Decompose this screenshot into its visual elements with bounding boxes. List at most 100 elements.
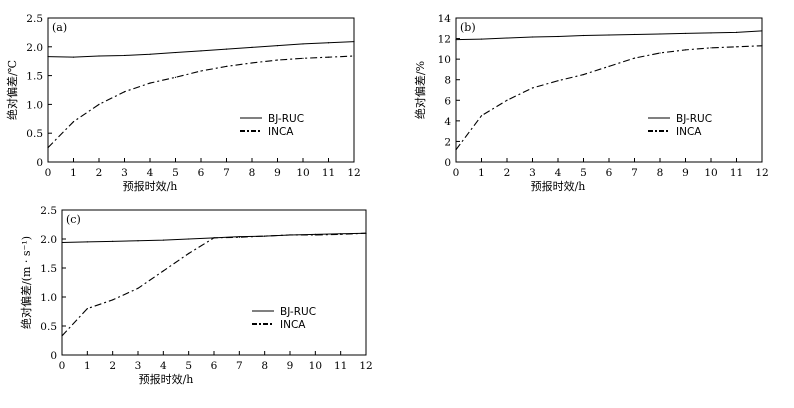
data-point-inca [314, 234, 316, 236]
data-point-inca [149, 82, 151, 84]
x-tick-label: 8 [261, 360, 268, 372]
x-tick-label: 8 [249, 167, 256, 179]
x-tick-label: 2 [96, 167, 103, 179]
x-tick-label: 12 [347, 167, 360, 179]
y-tick-label: 2.5 [40, 205, 57, 217]
y-axis-label: 绝对偏差/% [413, 61, 427, 119]
data-point-bj-ruc [86, 241, 88, 243]
data-point-bj-ruc [112, 240, 114, 242]
x-tick-label: 10 [296, 167, 309, 179]
data-point-inca [137, 287, 139, 289]
chart-panel-0: 0 1 2 3 4 5 6 7 8 9 10 11 1200.51.01.52.02.5(a)预报时效/… [5, 13, 361, 193]
legend-label-bj-ruc: BJ-RUC [268, 113, 304, 125]
chart-panel-1: 0 1 2 3 4 5 6 7 8 9 10 11 1202468101214(b)预报时效/h绝对偏差… [413, 13, 769, 193]
x-axis-label: 预报时效/h [123, 179, 178, 193]
data-point-inca [353, 55, 355, 57]
data-point-bj-ruc [506, 37, 508, 39]
panel-label: (b) [460, 21, 476, 34]
x-tick-label: 4 [555, 167, 562, 179]
data-point-bj-ruc [251, 46, 253, 48]
x-tick-label: 9 [287, 360, 294, 372]
data-point-inca [225, 65, 228, 67]
data-point-inca [47, 147, 49, 149]
data-point-bj-ruc [531, 36, 534, 38]
data-point-bj-ruc [98, 55, 100, 57]
data-point-bj-ruc [353, 41, 355, 43]
data-point-inca [302, 57, 304, 59]
data-point-inca [684, 49, 687, 51]
data-point-inca [582, 73, 585, 76]
data-point-bj-ruc [188, 238, 190, 240]
x-tick-label: 11 [730, 167, 743, 179]
data-point-inca [61, 335, 63, 337]
data-point-inca [276, 59, 279, 61]
y-tick-label: 2.0 [40, 234, 57, 246]
data-point-inca [557, 80, 559, 82]
data-point-inca [633, 57, 636, 59]
data-point-bj-ruc [327, 42, 330, 44]
data-point-inca [735, 46, 738, 48]
data-point-bj-ruc [200, 50, 202, 52]
data-point-inca [327, 56, 330, 58]
y-tick-label: 0 [444, 157, 451, 169]
data-point-inca [608, 65, 610, 67]
x-tick-label: 0 [45, 167, 52, 179]
x-tick-label: 0 [453, 167, 460, 179]
data-point-inca [480, 115, 483, 117]
x-tick-label: 3 [135, 360, 142, 372]
y-tick-label: 0.5 [40, 321, 57, 333]
data-point-bj-ruc [608, 34, 610, 36]
x-tick-label: 7 [223, 167, 230, 179]
data-point-inca [710, 47, 712, 49]
x-tick-label: 9 [274, 167, 281, 179]
data-point-inca [112, 299, 114, 301]
legend-label-inca: INCA [280, 319, 306, 331]
x-tick-label: 6 [606, 167, 613, 179]
data-point-inca [340, 233, 342, 235]
x-tick-label: 1 [84, 360, 91, 372]
data-point-bj-ruc [659, 33, 661, 35]
data-point-bj-ruc [582, 34, 585, 37]
data-point-inca [188, 252, 190, 255]
data-point-inca [251, 62, 253, 64]
data-point-bj-ruc [684, 32, 687, 35]
data-point-inca [238, 236, 240, 238]
data-point-inca [264, 235, 266, 237]
data-point-bj-ruc [735, 31, 738, 33]
data-point-bj-ruc [761, 30, 763, 32]
x-tick-label: 11 [334, 360, 347, 372]
x-tick-label: 12 [359, 360, 372, 372]
data-point-inca [289, 234, 291, 236]
data-point-bj-ruc [302, 43, 304, 45]
series-line-inca [47, 55, 355, 148]
plot-frame [455, 17, 763, 163]
x-tick-label: 7 [631, 167, 638, 179]
data-point-inca [174, 76, 177, 78]
data-point-bj-ruc [47, 55, 49, 58]
data-point-bj-ruc [137, 240, 139, 242]
x-tick-label: 5 [172, 167, 179, 179]
data-point-inca [162, 270, 164, 272]
data-point-inca [72, 121, 75, 123]
data-point-bj-ruc [455, 39, 457, 41]
data-point-inca [761, 45, 763, 47]
data-point-inca [531, 87, 534, 89]
y-axis-label: 绝对偏差/℃ [5, 60, 19, 120]
series-line-inca [61, 232, 367, 337]
data-point-inca [365, 232, 367, 234]
x-tick-label: 6 [198, 167, 205, 179]
data-point-bj-ruc [480, 38, 483, 40]
data-point-inca [123, 91, 126, 93]
x-axis-label: 预报时效/h [531, 179, 586, 193]
y-tick-label: 1.0 [40, 292, 57, 304]
x-tick-label: 1 [478, 167, 485, 179]
x-tick-label: 10 [309, 360, 322, 372]
y-tick-label: 6 [444, 95, 451, 107]
data-point-bj-ruc [61, 241, 63, 244]
x-tick-label: 3 [121, 167, 128, 179]
y-tick-label: 10 [438, 54, 451, 66]
y-tick-label: 4 [444, 116, 451, 128]
x-tick-label: 1 [70, 167, 77, 179]
